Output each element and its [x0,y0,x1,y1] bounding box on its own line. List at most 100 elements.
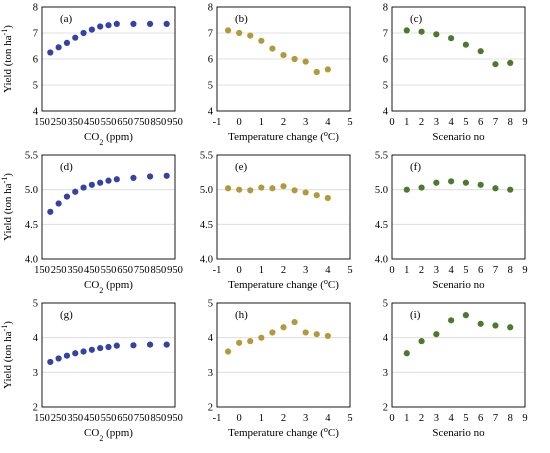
x-tick-label: 0 [389,265,394,276]
x-tick-label: 0 [237,117,242,128]
x-tick-label: 550 [101,265,117,276]
data-point [97,344,104,352]
data-point [97,23,104,30]
x-axis-title: CO2 (ppm) [84,427,133,443]
x-tick-label: 1 [404,413,409,424]
data-point [236,186,243,193]
data-point [88,26,95,33]
y-tick-label: 3 [208,368,213,379]
x-tick-label: 2 [419,117,424,128]
x-tick-label: 350 [67,413,83,424]
x-tick-label: 850 [151,117,167,128]
x-tick-label: 3 [303,265,308,276]
x-tick-label: 9 [522,413,527,424]
data-point [418,184,425,191]
data-point [433,179,440,186]
y-tick-label: 3 [383,368,388,379]
data-point [418,338,425,345]
x-tick-label: 5 [347,413,352,424]
data-point [313,331,320,338]
data-point [72,188,79,195]
y-tick-label: 2 [208,403,213,414]
data-point [462,41,469,48]
y-tick-label: 4.5 [200,220,213,231]
panel-a: 4 5 6 7 8 150 250 350 450 550 650 750 850 950 CO2 (ppm… [0,3,183,147]
data-point [113,176,120,183]
x-tick-label: 5 [463,117,468,128]
x-axis-title: Temperature change (oC) [228,425,339,440]
data-point [280,183,287,190]
x-tick-label: 150 [34,413,50,424]
x-tick-label: 950 [167,413,183,424]
data-point [88,181,95,188]
x-tick-label: 8 [508,265,513,276]
x-tick-label: 250 [51,265,67,276]
x-axis-title: Scenario no [432,279,485,291]
data-point [302,58,309,65]
y-tick-label: 2 [383,403,388,414]
y-tick-label: 8 [208,3,213,14]
data-point [247,187,254,194]
data-point [55,355,62,362]
data-point [258,184,265,191]
x-tick-label: 1 [259,413,264,424]
y-tick-label: 4.0 [25,255,38,266]
data-point [280,52,287,59]
x-tick-label: 350 [67,117,83,128]
panel-g: 2 3 4 5 150 250 350 450 550 650 750 850 950 CO2 (ppm)… [0,299,183,443]
y-tick-label: 7 [33,29,38,40]
panel-label: (b) [235,13,248,25]
y-tick-label: 6 [208,55,213,66]
data-point [291,55,298,63]
x-tick-label: 550 [101,117,117,128]
y-tick-label: 5 [208,299,213,310]
data-point [507,59,514,66]
data-point [448,178,455,185]
data-point [146,173,154,180]
y-tick-label: 8 [33,3,38,14]
panel-label: (a) [60,13,73,25]
x-tick-label: 8 [508,413,513,424]
y-tick-label: 5.5 [375,151,388,162]
data-point [403,27,410,34]
x-tick-label: 0 [389,413,394,424]
data-point [72,34,79,41]
data-point [433,31,440,38]
x-tick-label: -1 [213,265,222,276]
data-point [448,35,455,42]
x-axis-title: CO2 (ppm) [84,131,133,147]
x-tick-label: 750 [134,413,150,424]
x-axis-title: Scenario no [432,427,485,439]
x-tick-label: 3 [434,413,439,424]
data-point [236,339,243,346]
y-axis-title: Yield (ton ha-1) [0,173,14,241]
data-point [105,177,112,184]
data-point [507,186,514,193]
panel-label: (e) [235,161,248,173]
plot-frame [391,302,526,408]
y-tick-label: 5 [33,81,38,92]
x-tick-label: 650 [117,265,133,276]
data-point [163,172,170,179]
x-tick-label: 2 [281,265,286,276]
data-point [146,20,154,27]
data-point [313,192,320,199]
plot-frame [41,154,176,260]
data-point [55,200,62,207]
x-tick-label: 950 [167,265,183,276]
y-tick-label: 5.5 [25,151,38,162]
x-axis-title: Temperature change (oC) [228,129,339,144]
panel-label: (h) [235,309,248,321]
y-tick-label: 7 [383,29,388,40]
data-point [492,185,499,192]
panel-label: (i) [410,309,421,321]
x-tick-label: 4 [325,265,331,276]
data-point [247,338,254,345]
plot-frame [41,302,176,408]
x-axis-title: CO2 (ppm) [84,279,133,295]
x-tick-label: 7 [493,265,498,276]
data-point [80,348,87,355]
x-tick-label: 6 [478,413,483,424]
x-tick-label: 3 [303,117,308,128]
data-point [47,208,54,215]
